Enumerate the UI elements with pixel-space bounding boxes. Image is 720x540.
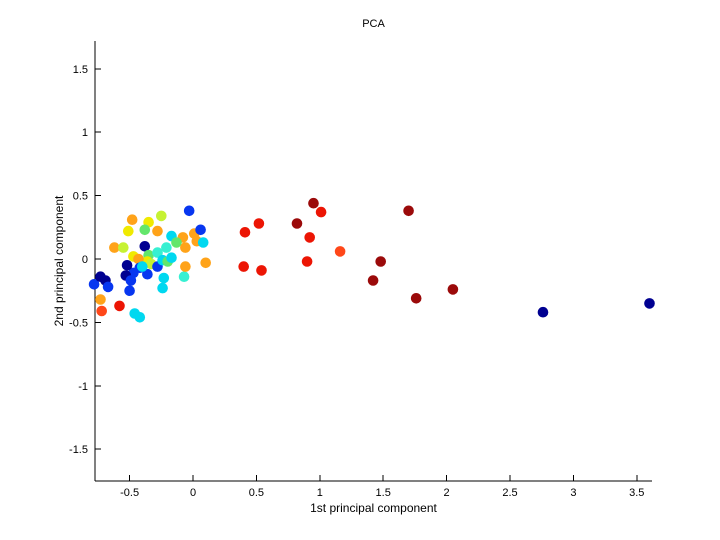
scatter-point xyxy=(197,237,209,248)
scatter-point xyxy=(171,237,182,248)
scatter-point xyxy=(161,242,172,253)
x-axis-label: 1st principal component xyxy=(310,501,437,515)
scatter-point xyxy=(308,197,319,209)
scatter-point xyxy=(118,242,129,253)
x-tick-label: -0.5 xyxy=(120,487,139,499)
scatter-point xyxy=(447,284,459,295)
x-tick-label: 0.5 xyxy=(249,487,264,499)
scatter-point xyxy=(644,298,655,309)
scatter-point xyxy=(183,205,195,217)
x-tick-label: 2 xyxy=(444,487,450,499)
scatter-point xyxy=(139,224,151,236)
scatter-point xyxy=(256,265,267,276)
x-tick-label: 2.5 xyxy=(502,487,517,499)
scatter-point xyxy=(125,275,137,286)
scatter-point xyxy=(134,312,146,323)
x-tick-label: 3.5 xyxy=(629,487,644,499)
scatter-point xyxy=(95,294,106,305)
scatter-point xyxy=(123,225,134,237)
scatter-point xyxy=(291,218,303,229)
scatter-point xyxy=(121,260,133,271)
scatter-point xyxy=(137,261,148,272)
y-tick-label: 1.5 xyxy=(73,64,88,76)
scatter-point xyxy=(102,281,114,293)
scatter-point xyxy=(96,305,107,317)
scatter-point xyxy=(178,271,190,283)
scatter-point xyxy=(157,282,168,294)
scatter-point xyxy=(180,261,191,272)
scatter-point xyxy=(152,247,163,258)
chart-title: PCA xyxy=(362,18,385,30)
y-tick-label: 0 xyxy=(82,254,88,266)
y-tick-label: 0.5 xyxy=(73,191,88,203)
scatter-point xyxy=(315,206,327,218)
scatter-point xyxy=(142,268,153,280)
scatter-point xyxy=(109,242,120,253)
scatter-point xyxy=(200,257,211,269)
scatter-point xyxy=(239,227,251,238)
scatter-point xyxy=(152,225,163,237)
scatter-point xyxy=(403,205,414,217)
scatter-point xyxy=(126,214,138,225)
y-tick-label: -0.5 xyxy=(69,317,88,329)
y-tick-label: -1.5 xyxy=(69,444,88,456)
scatter-point xyxy=(139,241,151,252)
scatter-point xyxy=(367,275,379,286)
x-tick-label: 3 xyxy=(570,487,576,499)
scatter-point xyxy=(88,279,100,290)
scatter-point xyxy=(158,272,170,284)
scatter-point xyxy=(253,218,265,229)
scatter-point xyxy=(166,252,177,263)
scatter-point xyxy=(124,285,135,297)
scatter-point xyxy=(410,293,422,304)
scatter-point xyxy=(156,210,167,222)
scatter-point xyxy=(304,232,316,243)
y-tick-label: 1 xyxy=(82,127,88,139)
x-tick-label: 1 xyxy=(317,487,323,499)
scatter-point xyxy=(195,224,206,236)
scatter-point xyxy=(537,306,549,318)
y-tick-label: -1 xyxy=(78,381,88,393)
x-tick-label: 0 xyxy=(190,487,196,499)
scatter-point xyxy=(334,246,346,257)
scatter-point xyxy=(238,261,249,272)
scatter-point xyxy=(301,256,313,267)
scatter-point xyxy=(114,300,125,312)
scatter-point xyxy=(375,256,387,267)
scatter-point xyxy=(180,242,191,253)
x-tick-label: 1.5 xyxy=(376,487,391,499)
